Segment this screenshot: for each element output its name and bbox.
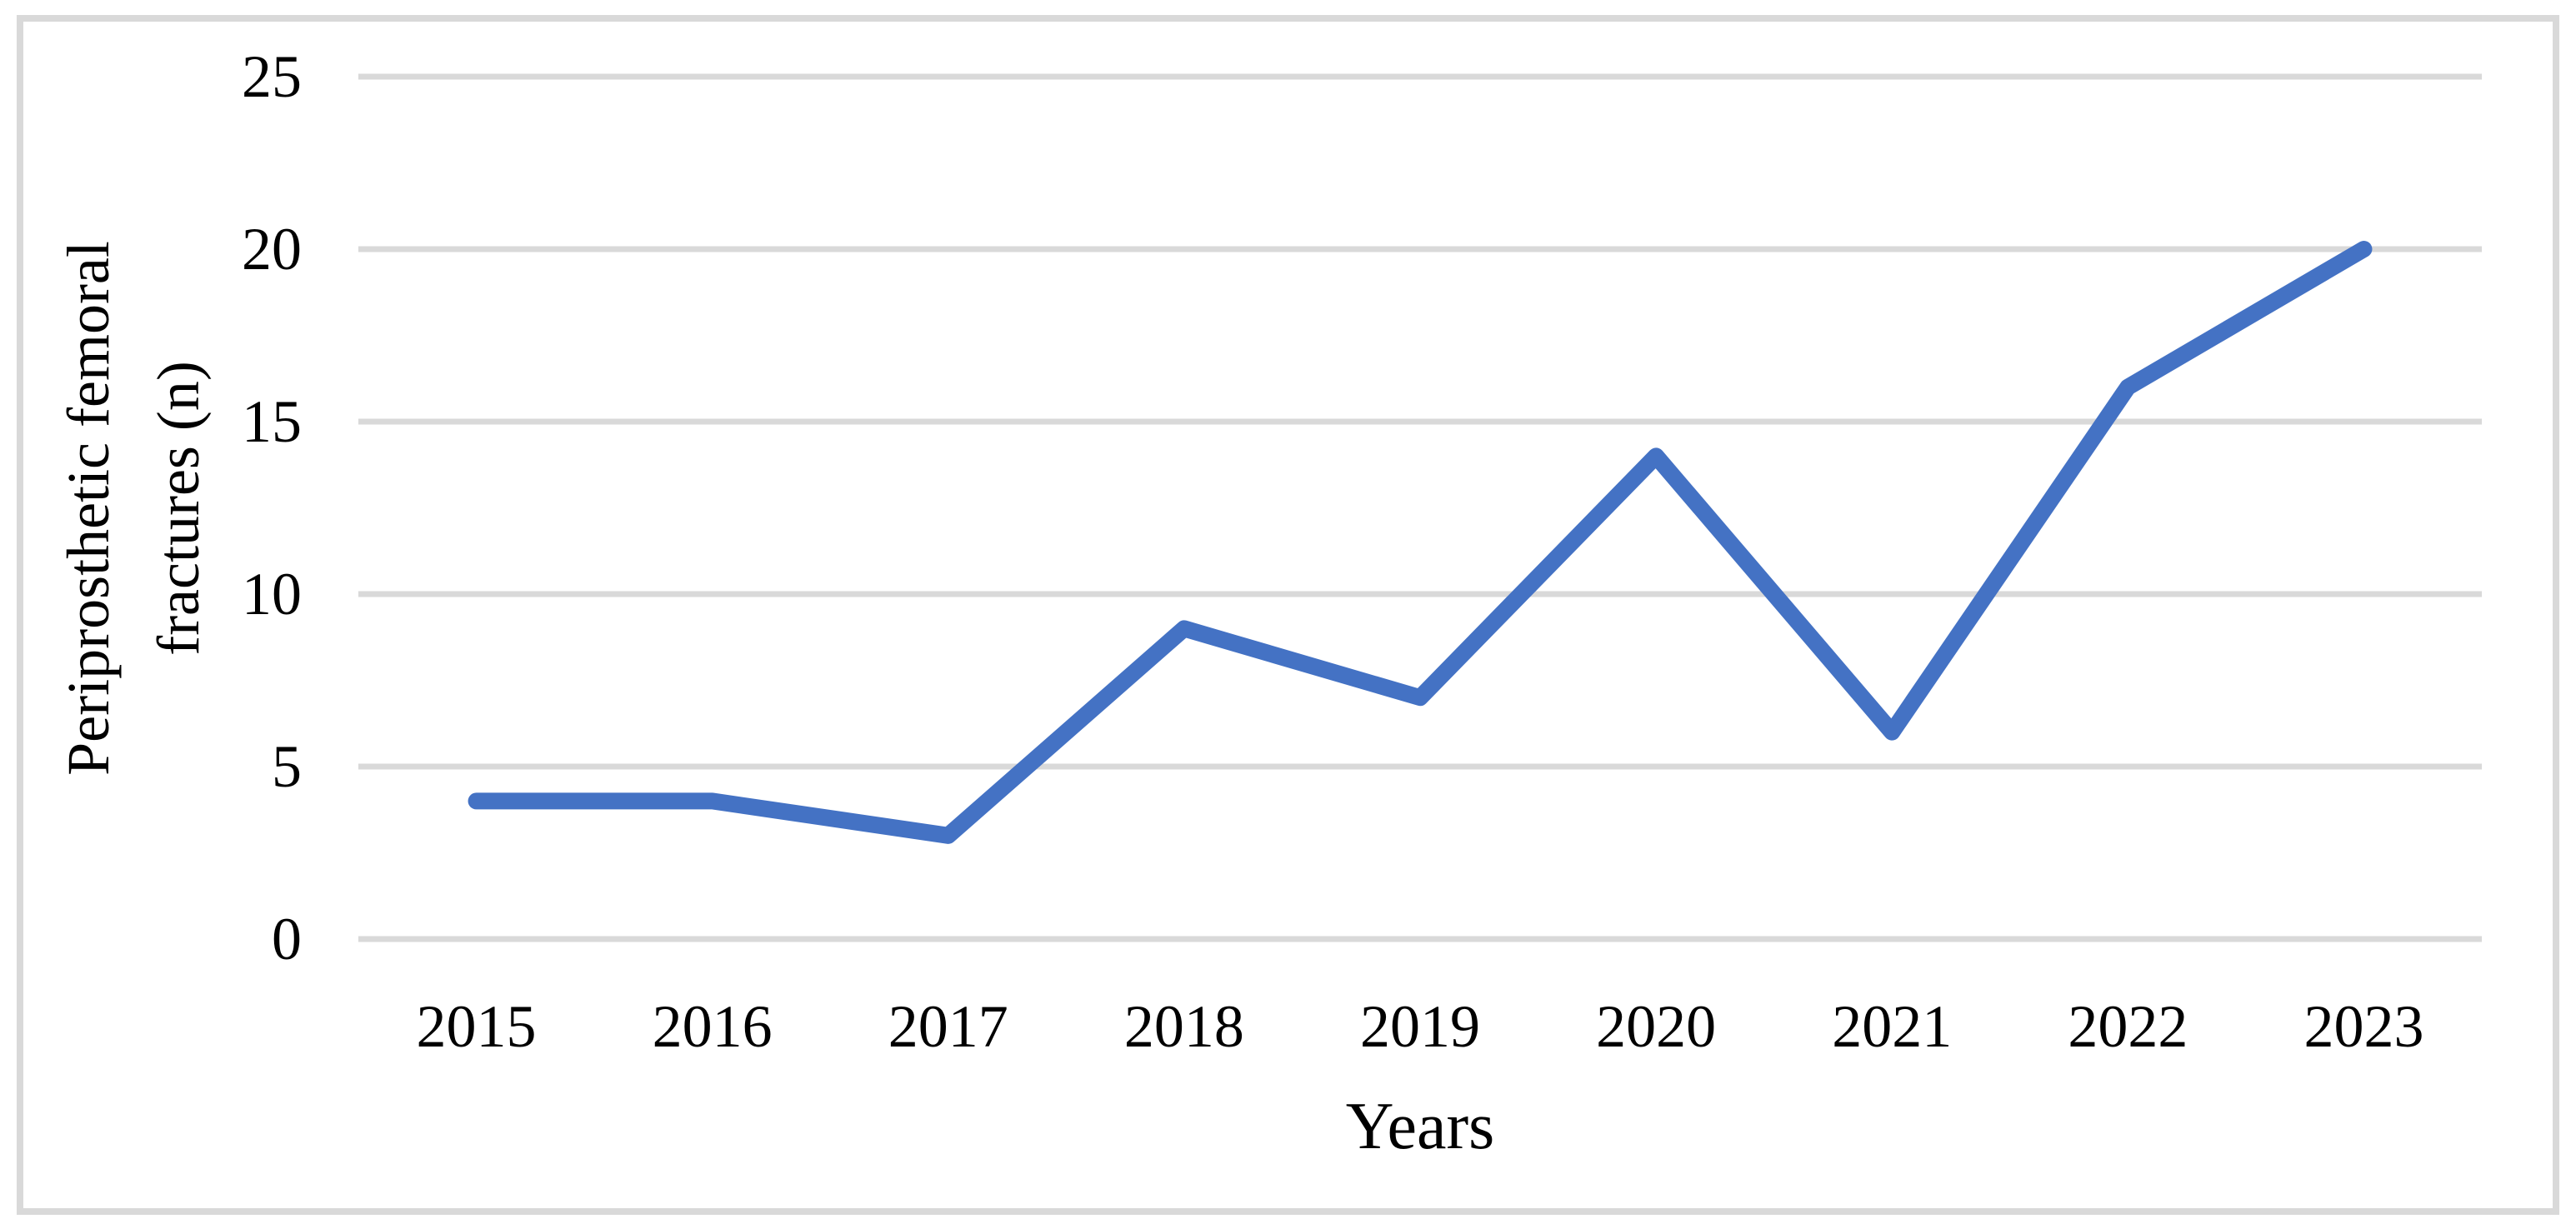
x-tick-label: 2021 [1832,993,1953,1060]
x-tick-label: 2015 [416,993,537,1060]
y-tick-label: 15 [242,388,302,455]
chart-outer-border [17,15,2559,1215]
x-axis-title: Years [1345,1090,1495,1163]
x-tick-label: 2020 [1596,993,1717,1060]
y-axis-title-line1: Periprosthetic femoral [55,241,122,776]
x-tick-label: 2016 [652,993,773,1060]
y-tick-label: 5 [272,733,302,800]
x-tick-label: 2023 [2303,993,2424,1060]
y-tick-label: 0 [272,906,302,972]
y-tick-label: 25 [242,43,302,110]
y-tick-label: 20 [242,216,302,282]
x-tick-label: 2018 [1123,993,1244,1060]
y-axis-title-line2: fractures (n) [145,361,212,656]
y-axis-title: Periprosthetic femoral fractures (n) [43,241,223,776]
x-tick-label: 2022 [2068,993,2188,1060]
horizontal-gridlines [358,73,2482,942]
fractures-series-line [468,241,2373,844]
x-tick-label: 2019 [1360,993,1480,1060]
y-tick-label: 10 [242,561,302,627]
x-tick-label: 2017 [888,993,1008,1060]
